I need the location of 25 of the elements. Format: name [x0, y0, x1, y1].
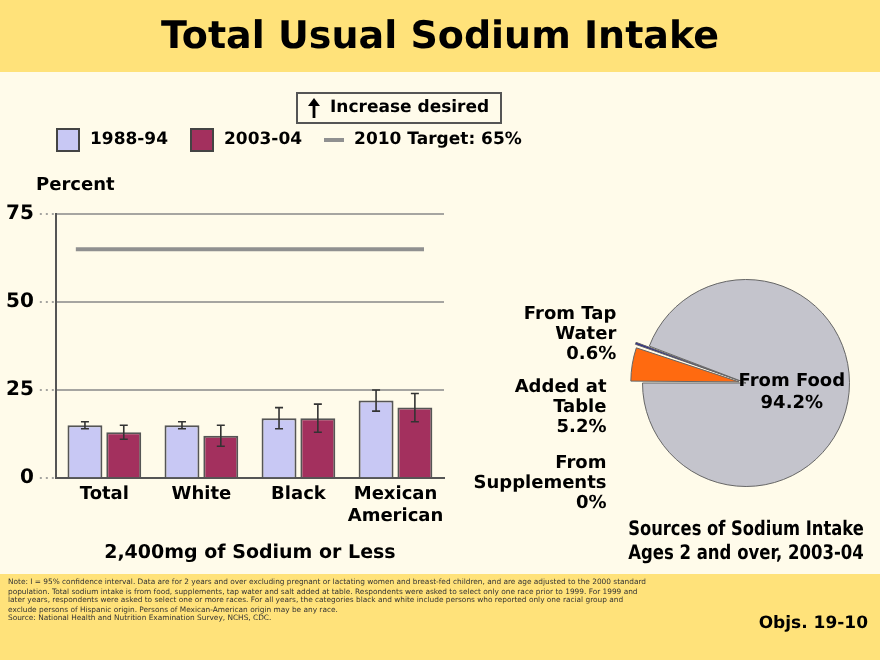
y-axis-title: Percent: [36, 176, 115, 196]
x-tick-label: Total: [79, 485, 129, 506]
x-tick-label: Mexican American: [347, 485, 444, 528]
text: Objs. 19-10: [758, 614, 868, 634]
text: Increase desired: [330, 98, 490, 118]
category-label: From Supplements: [473, 453, 607, 494]
slice-label: Added at Table: [514, 377, 608, 418]
y-tick-label: 50: [5, 291, 34, 314]
y-tick-label: 0: [19, 467, 34, 490]
chart-title: Total Usual Sodium Intake: [0, 0, 880, 72]
data-label: 0.6%: [566, 345, 617, 366]
slice-label: From Tap Water: [523, 305, 618, 346]
x-axis-title: 2,400mg of Sodium or Less: [104, 541, 397, 564]
text: 0%: [575, 493, 607, 514]
x-tick-label: White: [171, 485, 232, 506]
x-tick-label: Black: [271, 485, 328, 506]
legend-label: 1988-94: [90, 130, 169, 150]
text: Sources of Sodium Intake Ages 2 and over, 2003-04: [628, 519, 864, 566]
slice-label: From Food: [738, 372, 846, 393]
data-label: 5.2%: [556, 417, 607, 438]
legend-label: 2010 Target: 65%: [354, 130, 522, 150]
y-tick-label: 75: [5, 203, 34, 226]
legend-label: 2003-04: [224, 130, 303, 150]
y-tick-label: 25: [5, 379, 34, 402]
data-label: 94.2%: [760, 394, 824, 415]
